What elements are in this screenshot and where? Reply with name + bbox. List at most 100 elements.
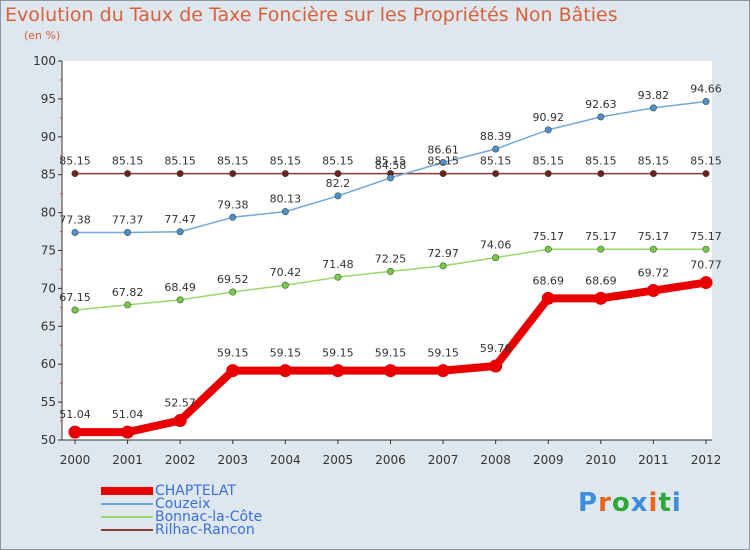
- data-label: 69.72: [638, 267, 670, 280]
- data-point: [331, 364, 345, 378]
- y-tick-label: 75: [41, 244, 56, 258]
- y-tick-label: 70: [41, 281, 56, 295]
- x-tick-label: 2003: [217, 453, 248, 467]
- data-point: [334, 170, 342, 178]
- data-label: 70.77: [690, 259, 722, 272]
- data-label: 71.48: [322, 258, 354, 271]
- data-label: 85.15: [59, 155, 91, 168]
- logo-letter: t: [658, 488, 672, 518]
- x-tick-label: 2008: [480, 453, 511, 467]
- data-label: 59.15: [217, 347, 249, 360]
- data-label: 85.15: [585, 155, 617, 168]
- data-label: 80.13: [270, 193, 302, 206]
- data-label: 86.61: [427, 143, 459, 156]
- data-label: 51.04: [112, 408, 144, 421]
- data-label: 77.38: [59, 213, 91, 226]
- data-label: 94.66: [690, 82, 722, 95]
- data-point: [124, 170, 132, 178]
- data-point: [226, 364, 240, 378]
- data-label: 84.58: [375, 159, 407, 172]
- data-label: 85.15: [164, 155, 196, 168]
- logo-letter: P: [578, 488, 599, 518]
- x-tick-label: 2010: [586, 453, 617, 467]
- legend-label: CHAPTELAT: [155, 482, 236, 499]
- data-label: 75.17: [585, 230, 617, 243]
- data-label: 93.82: [638, 89, 670, 102]
- y-tick-label: 100: [33, 54, 56, 68]
- legend-item-chaptelat[interactable]: CHAPTELAT: [101, 482, 262, 499]
- data-point: [439, 262, 447, 270]
- data-label: 75.17: [690, 230, 722, 243]
- data-label: 85.15: [322, 155, 354, 168]
- legend-item-bonnac-la-cote[interactable]: Bonnac-la-Côte: [101, 510, 262, 524]
- legend-swatch: [101, 502, 153, 505]
- logo-letter: o: [611, 488, 631, 518]
- y-tick-label: 85: [41, 168, 56, 182]
- data-point: [439, 158, 447, 166]
- data-point: [702, 97, 710, 105]
- data-label: 59.15: [427, 347, 459, 360]
- legend-item-couzeix[interactable]: Couzeix: [101, 497, 262, 511]
- data-label: 59.15: [375, 347, 407, 360]
- data-label: 77.47: [164, 213, 196, 226]
- y-tick-label: 55: [41, 395, 56, 409]
- x-tick-label: 2000: [60, 453, 91, 467]
- legend-swatch: [101, 528, 153, 531]
- data-label: 74.06: [480, 239, 512, 252]
- y-tick-label: 95: [41, 92, 56, 106]
- data-label: 92.63: [585, 98, 617, 111]
- data-point: [334, 192, 342, 200]
- data-point: [121, 425, 135, 439]
- data-point: [386, 267, 394, 275]
- unit-label: (en %): [24, 29, 61, 42]
- data-label: 85.15: [638, 155, 670, 168]
- data-point: [544, 170, 552, 178]
- data-point: [492, 145, 500, 153]
- data-label: 51.04: [59, 408, 91, 421]
- data-label: 69.52: [217, 273, 249, 286]
- data-point: [702, 245, 710, 253]
- data-point: [594, 291, 608, 305]
- x-tick-label: 2002: [165, 453, 196, 467]
- data-label: 85.15: [375, 155, 407, 168]
- data-point: [597, 113, 605, 121]
- data-point: [541, 291, 555, 305]
- logo-letter: x: [630, 488, 649, 518]
- data-label: 70.42: [270, 266, 302, 279]
- data-label: 77.37: [112, 214, 144, 227]
- logo-letter: r: [598, 488, 612, 518]
- data-label: 85.15: [480, 155, 512, 168]
- data-point: [492, 170, 500, 178]
- data-label: 85.15: [690, 155, 722, 168]
- data-label: 82.2: [326, 177, 351, 190]
- data-label: 72.97: [427, 247, 459, 260]
- data-point: [229, 170, 237, 178]
- data-label: 79.38: [217, 198, 249, 211]
- data-label: 85.15: [217, 155, 249, 168]
- data-point: [124, 229, 132, 237]
- data-point: [544, 245, 552, 253]
- x-tick-label: 2005: [323, 453, 354, 467]
- x-tick-label: 2011: [638, 453, 669, 467]
- data-point: [281, 281, 289, 289]
- data-point: [278, 364, 292, 378]
- x-tick-label: 2009: [533, 453, 564, 467]
- data-point: [281, 170, 289, 178]
- data-label: 85.15: [533, 155, 565, 168]
- x-tick-label: 2006: [375, 453, 406, 467]
- data-point: [71, 306, 79, 314]
- y-tick-label: 60: [41, 357, 56, 371]
- data-label: 59.76: [480, 342, 512, 355]
- data-label: 68.49: [164, 281, 196, 294]
- data-label: 75.17: [533, 230, 565, 243]
- data-point: [436, 364, 450, 378]
- data-point: [597, 170, 605, 178]
- data-point: [176, 296, 184, 304]
- data-point: [489, 359, 503, 373]
- legend-item-rilhac-rancon[interactable]: Rilhac-Rancon: [101, 523, 262, 537]
- data-point: [544, 126, 552, 134]
- data-point: [229, 213, 237, 221]
- data-label: 72.25: [375, 252, 407, 265]
- data-label: 85.15: [270, 155, 302, 168]
